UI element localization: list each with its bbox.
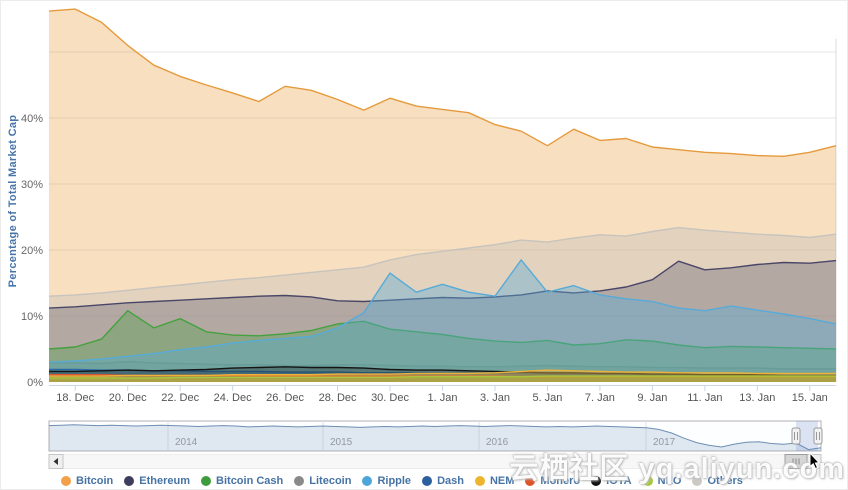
x-tick-label: 26. Dec bbox=[266, 392, 304, 404]
x-tick-label: 7. Jan bbox=[585, 392, 615, 404]
series-ethereum-area[interactable] bbox=[49, 260, 836, 382]
legend-label: Litecoin bbox=[309, 475, 352, 487]
bitcoin-dot-icon bbox=[61, 476, 71, 486]
bitcoin_cash-dot-icon bbox=[201, 476, 212, 486]
x-tick-label: 22. Dec bbox=[161, 392, 199, 404]
ripple-dot-icon bbox=[362, 476, 373, 486]
legend-item-ripple[interactable]: Ripple bbox=[362, 475, 411, 487]
legend-item-neo[interactable]: NEO bbox=[642, 475, 682, 487]
series-litecoin-line[interactable] bbox=[49, 360, 836, 370]
scrollbar-left-button[interactable] bbox=[48, 454, 64, 469]
iota-dot-icon bbox=[591, 476, 602, 486]
neo-dot-icon bbox=[642, 476, 653, 486]
scrollbar-track[interactable] bbox=[62, 454, 808, 469]
series-iota-line[interactable] bbox=[49, 366, 836, 377]
y-axis-labels: 0% 10% 20% 30% 40% bbox=[21, 113, 43, 389]
legend-item-litecoin[interactable]: Litecoin bbox=[294, 475, 351, 487]
y-tick-label: 30% bbox=[21, 179, 43, 191]
series-nem-line[interactable] bbox=[49, 369, 836, 377]
y-tick-label: 20% bbox=[21, 245, 43, 257]
x-tick-label: 15. Jan bbox=[792, 392, 828, 404]
navigator-year-label: 2016 bbox=[486, 437, 509, 448]
navigator-handle-left[interactable] bbox=[791, 427, 801, 445]
series-bitcoin-line[interactable] bbox=[48, 8, 837, 157]
legend-label: NEM bbox=[489, 475, 515, 487]
ethereum-dot-icon bbox=[124, 476, 135, 486]
y-axis-title: Percentage of Total Market Cap bbox=[7, 114, 19, 288]
legend-item-monero[interactable]: Monero bbox=[525, 475, 580, 487]
monero-dot-icon bbox=[525, 476, 536, 486]
x-tick-label: 1. Jan bbox=[428, 392, 458, 404]
legend-item-others[interactable]: Others bbox=[692, 475, 743, 487]
legend-label: NEO bbox=[657, 475, 682, 487]
navigator-area bbox=[49, 424, 821, 451]
legend-label: Ethereum bbox=[139, 475, 191, 487]
series-bitcoin_cash-line[interactable] bbox=[48, 310, 837, 350]
y-tick-label: 0% bbox=[27, 377, 43, 389]
legend-item-ethereum[interactable]: Ethereum bbox=[124, 475, 190, 487]
others-dot-icon bbox=[692, 476, 703, 486]
navigator-year-label: 2015 bbox=[330, 437, 353, 448]
legend-label: Others bbox=[707, 475, 743, 487]
navigator: 2014 2015 2016 2017 bbox=[48, 420, 823, 452]
x-tick-label: 18. Dec bbox=[56, 392, 94, 404]
series-ripple-area[interactable] bbox=[49, 259, 836, 382]
scrollbar bbox=[48, 454, 822, 469]
navigator-year-label: 2017 bbox=[653, 437, 676, 448]
series-bitcoin-area[interactable] bbox=[49, 9, 836, 382]
legend-item-bitcoin[interactable]: Bitcoin bbox=[61, 475, 113, 487]
legend-label: Ripple bbox=[377, 475, 412, 487]
series-areas bbox=[48, 8, 837, 382]
series-others-line[interactable] bbox=[48, 226, 837, 297]
nem-dot-icon bbox=[474, 476, 485, 486]
litecoin-dot-icon bbox=[294, 476, 305, 486]
legend-item-iota[interactable]: IOTA bbox=[591, 475, 632, 487]
legend-item-nem[interactable]: NEM bbox=[474, 475, 515, 487]
y-tick-label: 40% bbox=[21, 113, 43, 125]
scrollbar-thumb[interactable] bbox=[784, 454, 808, 469]
navigator-handle-right[interactable] bbox=[813, 427, 823, 445]
series-iota-area[interactable] bbox=[49, 366, 836, 382]
legend-label: IOTA bbox=[606, 475, 632, 487]
chart-legend: Bitcoin Ethereum Bitcoin Cash Litecoin Rippl… bbox=[61, 472, 841, 489]
x-tick-label: 5. Jan bbox=[532, 392, 562, 404]
series-others-area[interactable] bbox=[49, 227, 836, 382]
legend-item-dash[interactable]: Dash bbox=[422, 475, 464, 487]
legend-label: Bitcoin Cash bbox=[216, 475, 284, 487]
x-tick-label: 30. Dec bbox=[371, 392, 409, 404]
x-tick-label: 3. Jan bbox=[480, 392, 510, 404]
legend-item-bitcoin_cash[interactable]: Bitcoin Cash bbox=[201, 475, 283, 487]
navigator-selected-range[interactable] bbox=[796, 421, 818, 451]
x-tick-label: 11. Jan bbox=[687, 392, 722, 404]
legend-label: Dash bbox=[437, 475, 464, 487]
series-neo-line[interactable] bbox=[49, 375, 836, 379]
x-tick-label: 13. Jan bbox=[739, 392, 775, 404]
legend-label: Monero bbox=[540, 475, 581, 487]
series-ethereum-line[interactable] bbox=[48, 259, 837, 309]
series-bitcoin_cash-area[interactable] bbox=[49, 310, 836, 382]
x-axis: 18. Dec 20. Dec 22. Dec 24. Dec 26. Dec 28. D… bbox=[49, 385, 836, 404]
scrollbar-right-button[interactable] bbox=[806, 454, 822, 469]
y-tick-label: 10% bbox=[21, 311, 43, 323]
dash-dot-icon bbox=[422, 476, 433, 486]
grid-lines bbox=[49, 38, 837, 382]
navigator-year-label: 2014 bbox=[175, 437, 198, 448]
series-monero-area[interactable] bbox=[49, 374, 836, 382]
x-tick-label: 28. Dec bbox=[319, 392, 357, 404]
series-ripple-line[interactable] bbox=[48, 259, 837, 363]
x-tick-label: 9. Jan bbox=[637, 392, 667, 404]
legend-label: Bitcoin bbox=[76, 475, 114, 487]
navigator-line bbox=[48, 424, 822, 451]
x-tick-label: 24. Dec bbox=[214, 392, 252, 404]
x-tick-label: 20. Dec bbox=[109, 392, 147, 404]
